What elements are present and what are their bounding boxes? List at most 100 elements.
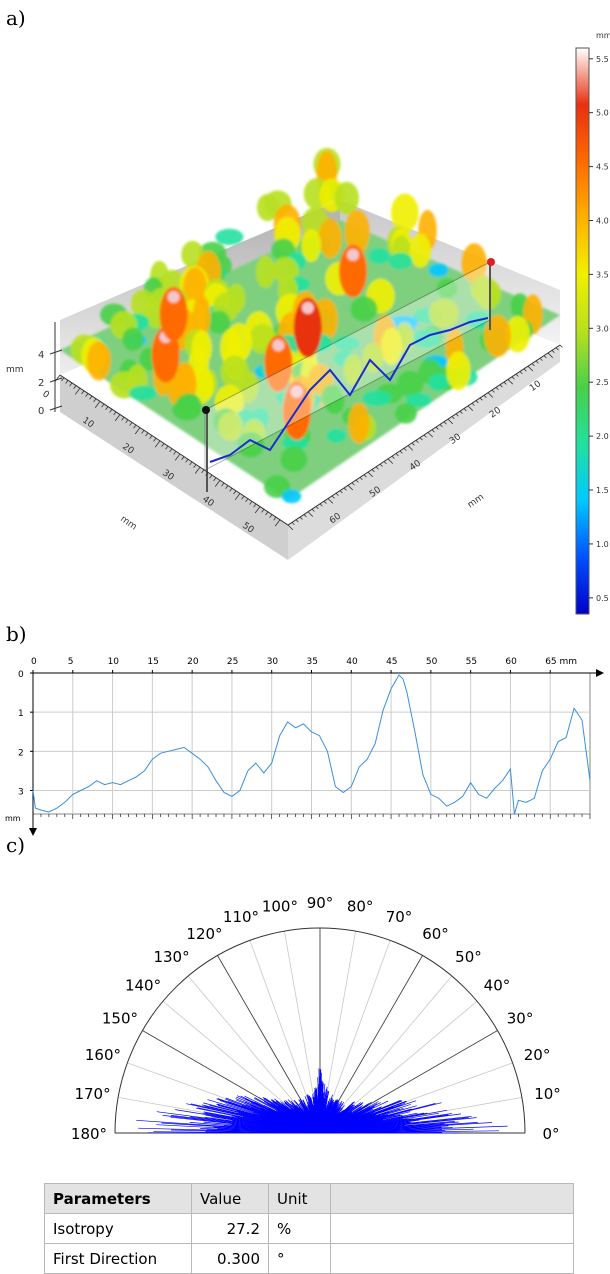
x-axis-unit: mm [118,514,138,532]
surface-peak [369,248,390,264]
z-axis-tick-label: 4 [38,350,44,361]
rose-angle-label: 70° [386,908,413,926]
parameters-table: Parameters Value Unit Isotropy 27.2 % Fi… [44,1183,574,1274]
profile-x-tick-label: 40 [346,657,358,667]
surface-peak [334,182,359,215]
rose-angle-label: 60° [422,925,449,943]
row-name: Isotropy [45,1214,192,1244]
z-axis-tick-label: 0 [38,406,44,417]
surface-peak-cap [272,339,284,351]
profile-x-tick-label: 25 [227,657,238,667]
surface-peak [319,219,342,259]
rose-angle-label: 10° [534,1085,561,1103]
rose-angle-label: 40° [484,977,511,995]
y-axis-tick [560,345,562,347]
rose-angle-label: 170° [74,1085,110,1103]
profile-x-tick-label: 65 mm [545,657,577,667]
colorbar-tick-label: 3.5 [596,270,609,279]
row-value: 0.300 [192,1244,269,1274]
colorbar-tick-label: 1.5 [596,486,609,495]
surface-peak [215,229,243,245]
profile-x-tick-label: 0 [31,657,37,667]
profile-x-tick-label: 45 [386,657,397,667]
profile-x-tick-label: 30 [267,657,279,667]
colorbar-tick-label: 5.5 [596,55,609,64]
rose-angle-label: 90° [307,894,334,912]
profile-x-tick-label: 5 [68,657,74,667]
surface-peak [428,373,448,391]
rose-angle-label: 0° [542,1125,559,1143]
rose-angle-label: 20° [524,1046,551,1064]
surface-peak [87,341,111,380]
surface-peak [362,390,391,406]
header-unit: Unit [269,1184,331,1214]
z-axis-ticks: 024 [38,322,62,417]
surface-peak [129,386,157,401]
surface-peak [395,403,417,423]
header-value: Value [192,1184,269,1214]
colorbar-ticks: 5.55.04.54.03.53.02.52.01.51.00.5 [589,55,609,603]
profile-x-tick-label: 20 [187,657,199,667]
table-row: Isotropy 27.2 % [45,1214,574,1244]
profile-y-tick-label: 1 [18,709,24,719]
surface-peak [256,256,275,288]
colorbar [576,48,589,614]
rose-angle-label: 140° [125,977,161,995]
colorbar-tick-label: 2.0 [596,432,609,441]
parameters-table-container: Parameters Value Unit Isotropy 27.2 % Fi… [44,1183,574,1274]
surface-peak [350,296,377,321]
profile-x-tick-label: 35 [307,657,318,667]
surface-peak-cap [168,291,180,303]
rose-angle-label: 80° [347,898,374,916]
rose-angle-label: 180° [71,1125,107,1143]
colorbar-tick-label: 1.0 [596,540,609,549]
surface-peak [280,446,307,472]
row-unit: % [269,1214,331,1244]
colorbar-tick-label: 4.5 [596,163,609,172]
colorbar-tick-label: 3.0 [596,324,609,333]
surface-peak [429,263,449,277]
colorbar-tick-label: 0.5 [596,594,609,603]
surface-peak [391,193,419,232]
profile-x-tick-label: 10 [108,657,120,667]
surface-peak [389,253,413,270]
rose-spikes [136,1069,507,1134]
panel-label-b: b) [6,622,27,646]
row-unit: ° [269,1244,331,1274]
profile-x-tick-label: 15 [147,657,158,667]
rose-angle-label: 100° [262,898,298,916]
surface-peak-cap [347,249,359,261]
row-empty [331,1214,574,1244]
row-name: First Direction [45,1244,192,1274]
profile-x-arrowhead [596,669,604,677]
profile-x-tick-label: 50 [426,657,438,667]
profile-y-arrowhead [29,828,37,836]
polar-rose-chart: 0°10°20°30°40°50°60°70°80°90°100°110°120… [0,858,610,1178]
surface-peak [326,429,346,443]
rose-angle-label: 30° [507,1010,534,1028]
header-empty [331,1184,574,1214]
rose-angle-label: 120° [186,925,222,943]
colorbar-unit: mm [596,31,610,40]
surface-peak [122,328,143,351]
surface-peak [282,489,302,503]
profile-x-tick-label: 55 [466,657,477,667]
table-header-row: Parameters Value Unit [45,1184,574,1214]
colorbar-tick-label: 5.0 [596,109,609,118]
surface-peak [172,399,202,421]
panel-label-a: a) [6,6,26,30]
rose-angle-label: 160° [85,1046,121,1064]
colorbar-tick-label: 4.0 [596,216,609,225]
row-empty [331,1244,574,1274]
table-row: First Direction 0.300 ° [45,1244,574,1274]
rose-angle-label: 130° [153,948,189,966]
surface-peak [446,351,470,390]
profile-y-tick-label: 3 [18,788,24,798]
surface-peak-cap [302,302,314,314]
cut-marker-right-dot [487,258,495,266]
x-axis-tick-label: 0 [40,389,51,401]
z-axis-tick-label: 2 [38,378,44,389]
profile-y-tick-label: 0 [18,670,24,680]
